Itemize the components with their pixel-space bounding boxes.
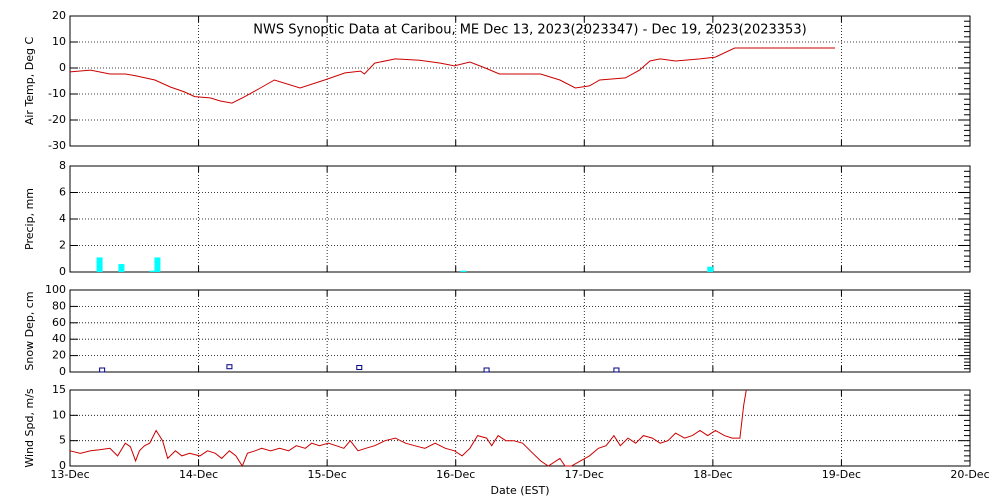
bar — [118, 264, 125, 272]
x-tick-label: 14-Dec — [179, 468, 218, 481]
x-tick-label: 20-Dec — [950, 468, 989, 481]
y-tick-label: 0 — [59, 459, 66, 472]
y-tick-label: -30 — [48, 139, 66, 152]
y-axis-label: Air Temp, Deg C — [23, 37, 36, 126]
y-tick-label: 60 — [52, 316, 66, 329]
y-tick-label: 20 — [52, 9, 66, 22]
x-axis-label: Date (EST) — [490, 484, 549, 497]
x-tick-label: 19-Dec — [822, 468, 861, 481]
y-tick-label: 10 — [52, 408, 66, 421]
y-tick-label: -10 — [48, 87, 66, 100]
x-tick-label: 18-Dec — [693, 468, 732, 481]
y-tick-label: 6 — [59, 186, 66, 199]
bar — [154, 257, 161, 272]
y-tick-label: 40 — [52, 332, 66, 345]
x-tick-label: 16-Dec — [436, 468, 475, 481]
plot-frame — [69, 289, 971, 373]
point — [613, 367, 620, 373]
x-tick-label: 13-Dec — [50, 468, 89, 481]
plot-frame — [69, 389, 971, 467]
y-axis-label: Snow Dep, cm — [23, 291, 36, 370]
y-axis-label: Precip, mm — [23, 188, 36, 250]
data-line — [69, 47, 835, 104]
bar — [149, 270, 156, 272]
plot-frame — [69, 165, 971, 273]
y-tick-label: 4 — [59, 212, 66, 225]
data-line — [69, 389, 747, 468]
y-tick-label: 8 — [59, 159, 66, 172]
y-tick-label: -20 — [48, 113, 66, 126]
bar — [707, 266, 714, 272]
y-tick-label: 20 — [52, 349, 66, 362]
y-tick-label: 0 — [59, 61, 66, 74]
bar — [96, 257, 103, 272]
point — [226, 364, 233, 370]
y-axis-label: Wind Spd, m/s — [23, 388, 36, 468]
x-tick-label: 17-Dec — [565, 468, 604, 481]
y-tick-label: 80 — [52, 299, 66, 312]
y-tick-label: 0 — [59, 365, 66, 378]
y-tick-label: 2 — [59, 239, 66, 252]
point — [483, 367, 490, 373]
y-tick-label: 0 — [59, 265, 66, 278]
y-tick-label: 10 — [52, 35, 66, 48]
y-tick-label: 100 — [45, 283, 66, 296]
bar — [460, 270, 467, 272]
x-tick-label: 15-Dec — [308, 468, 347, 481]
chart-title: NWS Synoptic Data at Caribou, ME Dec 13,… — [253, 23, 806, 38]
point — [356, 365, 363, 371]
y-tick-label: 15 — [52, 383, 66, 396]
point — [99, 367, 106, 373]
plot-frame — [69, 15, 971, 147]
y-tick-label: 5 — [59, 434, 66, 447]
